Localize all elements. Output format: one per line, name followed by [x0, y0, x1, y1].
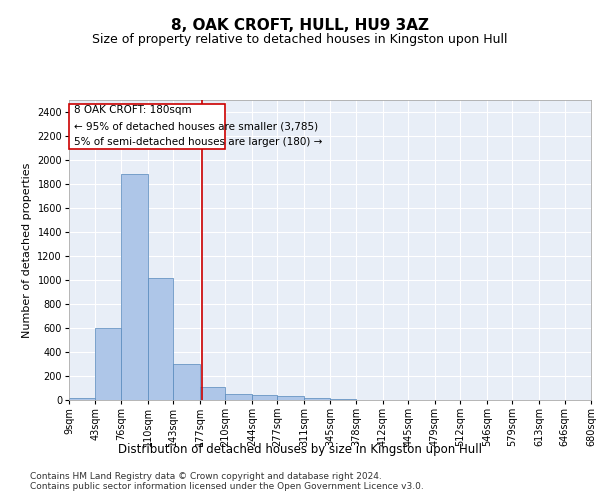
- Y-axis label: Number of detached properties: Number of detached properties: [22, 162, 32, 338]
- Text: Contains public sector information licensed under the Open Government Licence v3: Contains public sector information licen…: [30, 482, 424, 491]
- Bar: [200, 387, 226, 400]
- Bar: [173, 364, 200, 400]
- Text: Contains HM Land Registry data © Crown copyright and database right 2024.: Contains HM Land Registry data © Crown c…: [30, 472, 382, 481]
- Text: Distribution of detached houses by size in Kingston upon Hull: Distribution of detached houses by size …: [118, 442, 482, 456]
- Text: 5% of semi-detached houses are larger (180) →: 5% of semi-detached houses are larger (1…: [74, 138, 322, 147]
- FancyBboxPatch shape: [69, 104, 226, 149]
- Text: ← 95% of detached houses are smaller (3,785): ← 95% of detached houses are smaller (3,…: [74, 122, 318, 132]
- Bar: [148, 278, 173, 400]
- Bar: [121, 174, 148, 400]
- Bar: [252, 394, 277, 400]
- Text: 8, OAK CROFT, HULL, HU9 3AZ: 8, OAK CROFT, HULL, HU9 3AZ: [171, 18, 429, 32]
- Text: Size of property relative to detached houses in Kingston upon Hull: Size of property relative to detached ho…: [92, 32, 508, 46]
- Bar: [95, 328, 121, 400]
- Bar: [304, 398, 331, 400]
- Bar: [277, 396, 304, 400]
- Bar: [69, 398, 95, 400]
- Bar: [226, 394, 252, 400]
- Text: 8 OAK CROFT: 180sqm: 8 OAK CROFT: 180sqm: [74, 106, 191, 116]
